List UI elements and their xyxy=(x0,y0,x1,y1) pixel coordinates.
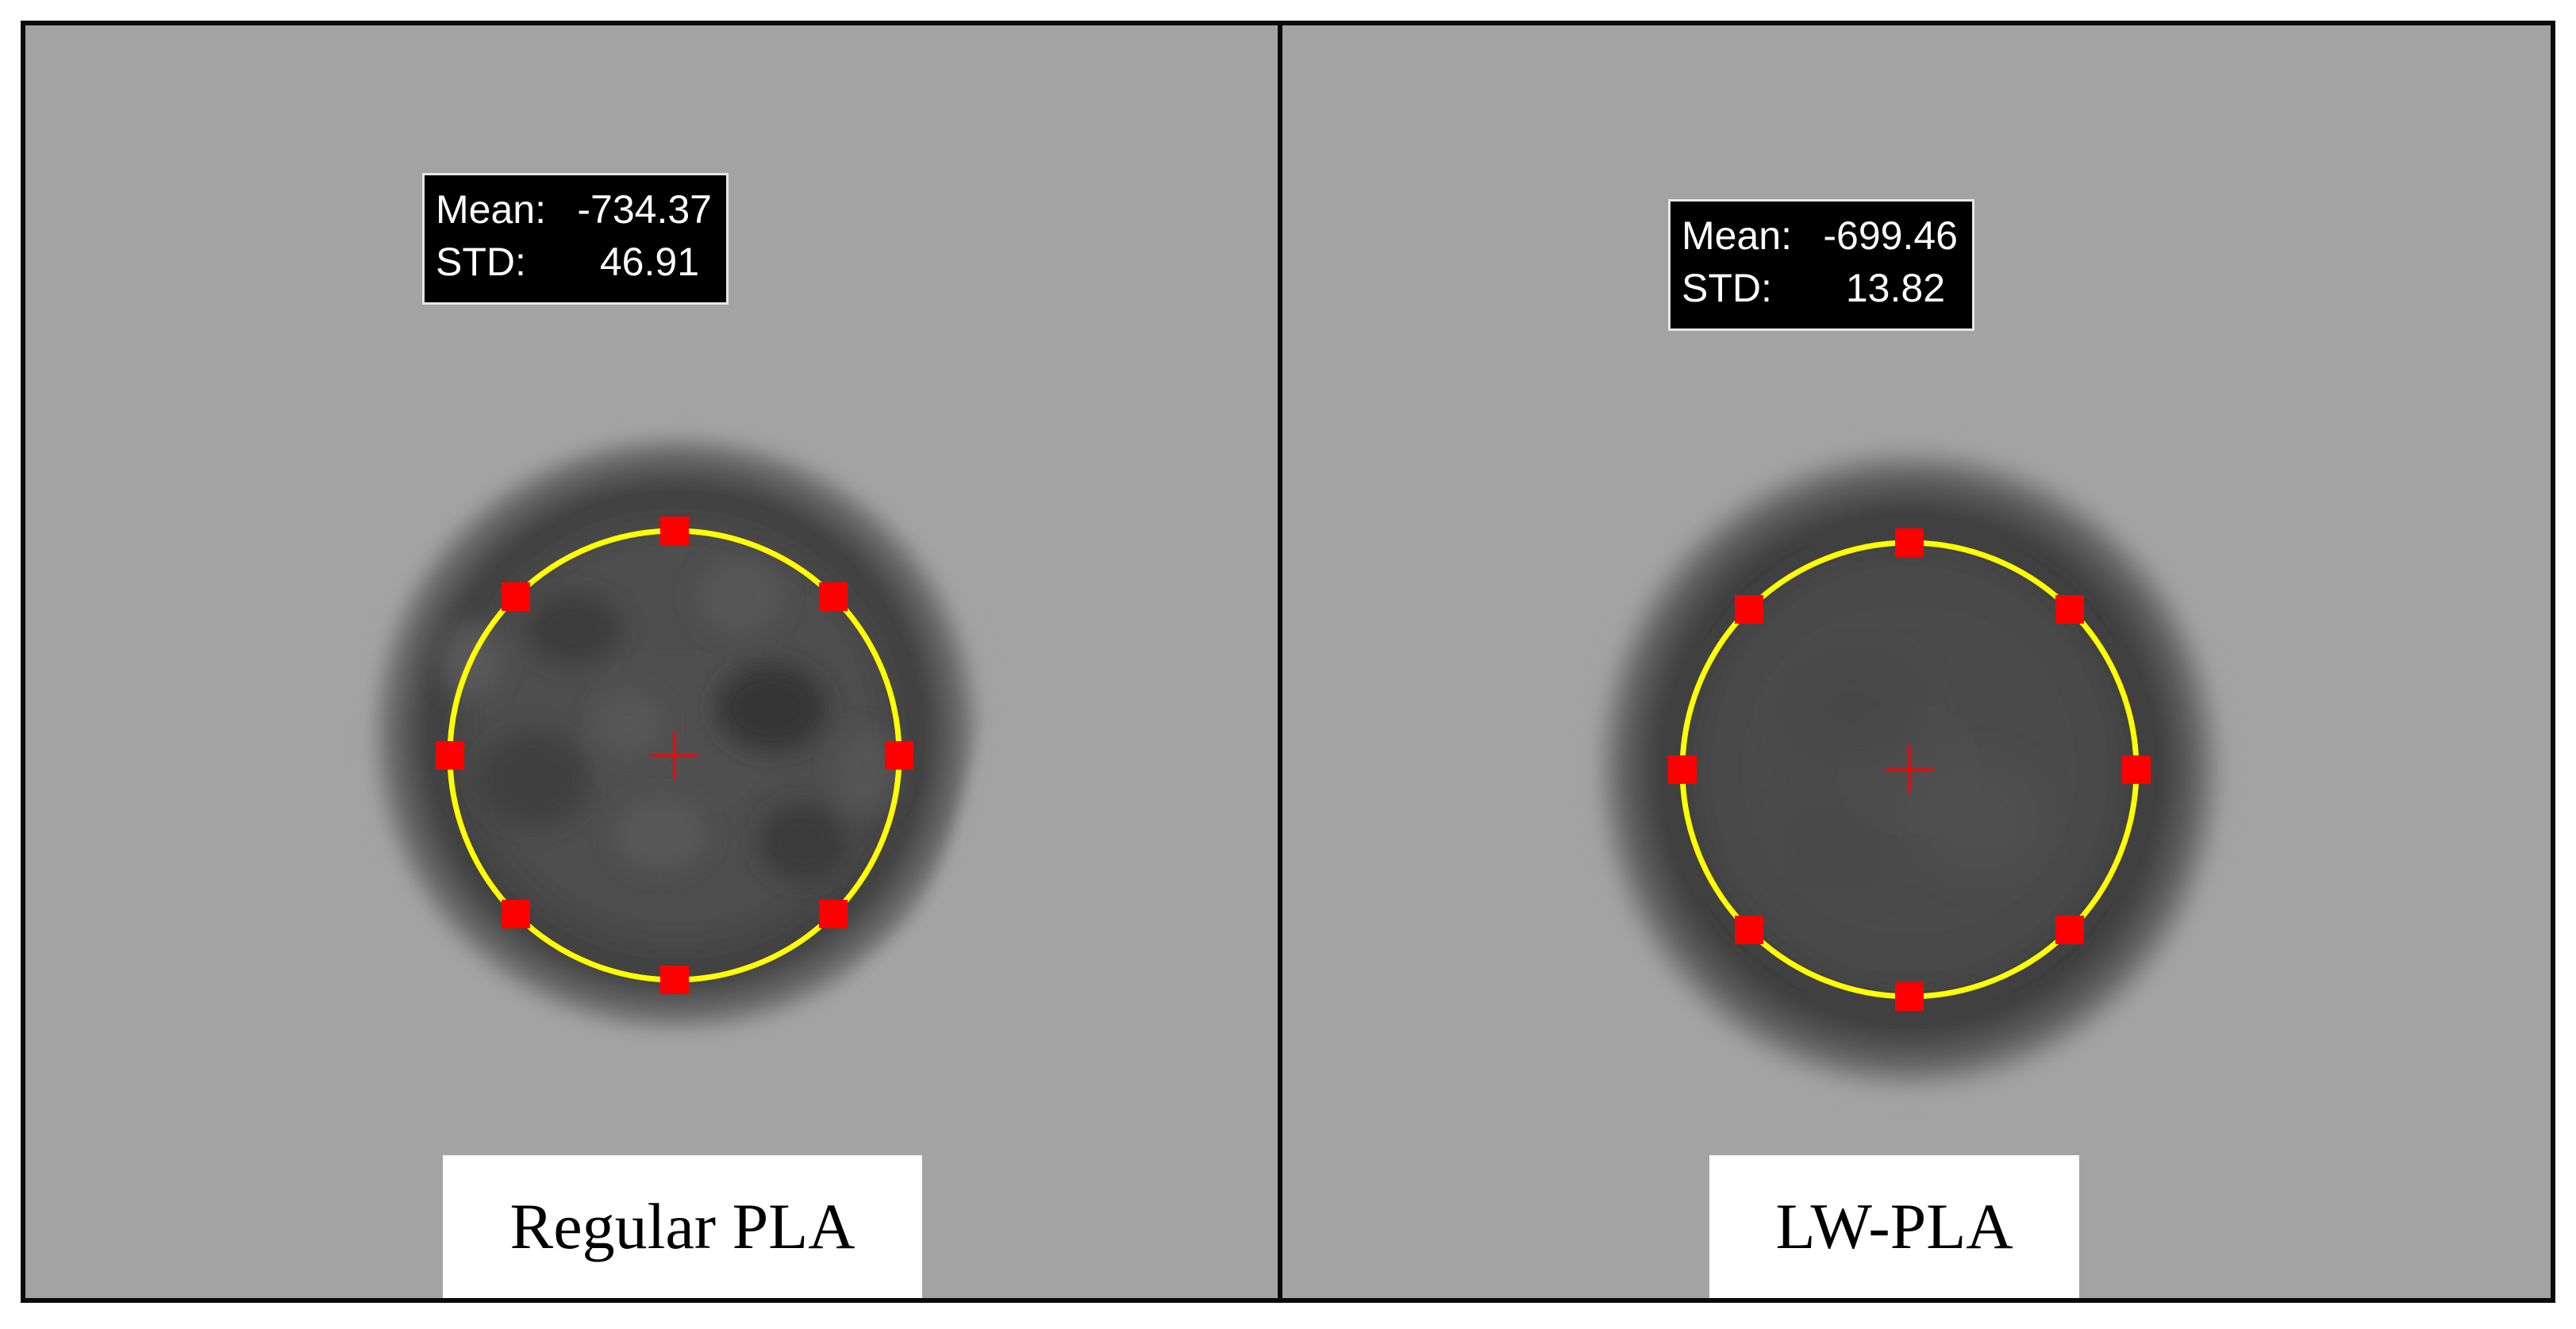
roi-handle xyxy=(660,966,689,994)
roi-stats-box: Mean: -699.46 STD: 13.82 xyxy=(1668,199,1974,331)
roi-handles[interactable] xyxy=(1668,528,2151,1011)
mean-value: -734.37 xyxy=(577,187,712,232)
panel-regular-pla: Mean: -734.37 STD: 46.91 Regular PLA xyxy=(25,25,1278,1298)
std-label: STD: xyxy=(1682,266,1772,310)
std-value: 13.82 xyxy=(1845,266,1945,310)
panel-divider xyxy=(1278,25,1282,1298)
roi-stats-box: Mean: -734.37 STD: 46.91 xyxy=(422,173,729,305)
void-texture xyxy=(1774,652,2044,898)
material-label: LW-PLA xyxy=(1709,1155,2079,1298)
roi-handle xyxy=(1895,528,1924,557)
roi-handle xyxy=(2122,755,2151,784)
std-label: STD: xyxy=(436,240,526,284)
roi-handle xyxy=(1668,755,1697,784)
mean-label: Mean: xyxy=(1682,213,1792,258)
roi-handle xyxy=(436,741,464,770)
roi-handle xyxy=(1735,916,1763,944)
roi-handles[interactable] xyxy=(436,517,913,994)
center-cross-icon xyxy=(651,732,698,779)
panel-lw-pla: Mean: -699.46 STD: 13.82 LW-PLA xyxy=(1282,25,2551,1298)
roi-handle xyxy=(885,741,913,770)
center-cross-icon xyxy=(1886,746,1933,793)
roi-handle xyxy=(502,582,530,611)
void-region xyxy=(367,429,986,1038)
roi-handle xyxy=(1735,595,1763,624)
void-texture xyxy=(438,557,898,882)
roi-handle xyxy=(2055,595,2084,624)
roi-handle xyxy=(1895,982,1924,1011)
roi-handle xyxy=(819,900,848,928)
roi-handle xyxy=(660,517,689,545)
roi-handle xyxy=(502,900,530,928)
figure-frame: Mean: -734.37 STD: 46.91 Regular PLA xyxy=(21,21,2555,1303)
roi-handle xyxy=(819,582,848,611)
mean-value: -699.46 xyxy=(1823,213,1958,258)
material-label: Regular PLA xyxy=(443,1155,922,1298)
roi-handle xyxy=(2055,916,2084,944)
mean-label: Mean: xyxy=(436,187,546,232)
std-value: 46.91 xyxy=(599,240,699,284)
